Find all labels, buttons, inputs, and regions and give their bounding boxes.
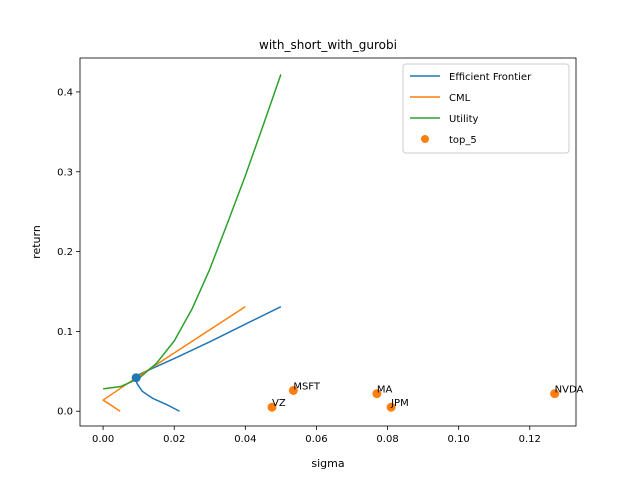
- point-nvda: [550, 389, 560, 399]
- legend-label-utility: Utility: [449, 114, 478, 125]
- point-vz: [267, 402, 277, 412]
- y-tick-label: 0.3: [57, 167, 73, 178]
- legend-label-cml: CML: [449, 93, 471, 104]
- x-tick-label: 0.12: [519, 434, 541, 445]
- x-tick-label: 0.00: [92, 434, 114, 445]
- x-tick-label: 0.04: [234, 434, 256, 445]
- annotation-jpm: JPM: [390, 398, 409, 409]
- plot-frame: [79, 57, 577, 427]
- tangency-point: [131, 373, 141, 383]
- series-line-utility: [103, 74, 282, 390]
- point-jpm: [386, 402, 396, 412]
- legend-label-top-5: top_5: [449, 135, 477, 146]
- annotation-vz: VZ: [272, 398, 286, 409]
- plot-points: [131, 373, 560, 412]
- chart-title: with_short_with_gurobi: [259, 38, 397, 52]
- annotation-nvda: NVDA: [555, 385, 584, 396]
- point-ma: [372, 389, 382, 399]
- series-line-cml: [102, 306, 246, 412]
- legend-box: [402, 63, 570, 154]
- y-axis: 0.0 0.1 0.2 0.3 0.4: [57, 87, 80, 418]
- annotation-ma: MA: [377, 385, 393, 396]
- x-axis: 0.00 0.02 0.04 0.06 0.08 0.10 0.12: [92, 426, 541, 445]
- x-axis-label: sigma: [311, 457, 344, 470]
- y-tick-label: 0.0: [57, 407, 73, 418]
- x-tick-label: 0.02: [163, 434, 185, 445]
- x-tick-label: 0.10: [448, 434, 470, 445]
- y-tick-label: 0.1: [57, 327, 73, 338]
- annotations: MSFT VZ MA JPM NVDA: [272, 381, 584, 409]
- y-axis-label: return: [30, 225, 43, 259]
- legend-label-efficient-frontier: Efficient Frontier: [449, 72, 532, 83]
- annotation-msft: MSFT: [293, 381, 321, 392]
- point-msft: [288, 385, 298, 395]
- legend: Efficient Frontier CML Utility top_5: [402, 63, 570, 154]
- x-tick-label: 0.06: [305, 434, 327, 445]
- y-tick-label: 0.2: [57, 247, 73, 258]
- x-tick-label: 0.08: [376, 434, 398, 445]
- y-tick-label: 0.4: [57, 87, 73, 98]
- legend-swatch-top-5: [421, 135, 429, 143]
